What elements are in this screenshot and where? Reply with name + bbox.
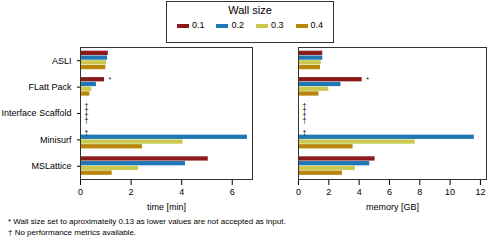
html-text:* Wall size set to aproximatel: * Wall size set to aproximatelly 0.13 as… xyxy=(8,217,286,226)
svg-text:12: 12 xyxy=(475,187,485,197)
html-text:0.4: 0.4 xyxy=(310,20,323,30)
svg-text:2: 2 xyxy=(129,187,134,197)
svg-text:10: 10 xyxy=(445,187,455,197)
svg-text:0: 0 xyxy=(78,187,83,197)
svg-text:time [min]: time [min] xyxy=(147,202,186,212)
html-text:0.1: 0.1 xyxy=(192,20,205,30)
svg-text:Minisurf: Minisurf xyxy=(40,135,72,145)
svg-text:6: 6 xyxy=(230,187,235,197)
html-text:† No performance metrics avail: † No performance metrics available. xyxy=(8,228,137,237)
svg-text:*: * xyxy=(109,76,112,83)
html-text:0.3: 0.3 xyxy=(271,20,284,30)
svg-text:†: † xyxy=(85,117,89,124)
svg-text:4: 4 xyxy=(179,187,184,197)
svg-text:†: † xyxy=(303,129,307,136)
html-text:Wall size: Wall size xyxy=(228,4,272,16)
html-text:0.2: 0.2 xyxy=(231,20,244,30)
svg-text:MSLattice: MSLattice xyxy=(31,161,71,171)
svg-text:0: 0 xyxy=(296,187,301,197)
svg-text:8: 8 xyxy=(417,187,422,197)
svg-text:4: 4 xyxy=(357,187,362,197)
svg-text:†: † xyxy=(303,117,307,124)
svg-text:†: † xyxy=(85,129,89,136)
svg-text:FLatt Pack: FLatt Pack xyxy=(28,82,72,92)
svg-text:memory [GB]: memory [GB] xyxy=(366,202,419,212)
svg-text:6: 6 xyxy=(387,187,392,197)
svg-text:ASLI: ASLI xyxy=(52,56,72,66)
svg-text:*: * xyxy=(366,76,369,83)
svg-text:Interface Scaffold: Interface Scaffold xyxy=(2,108,72,118)
svg-text:2: 2 xyxy=(326,187,331,197)
